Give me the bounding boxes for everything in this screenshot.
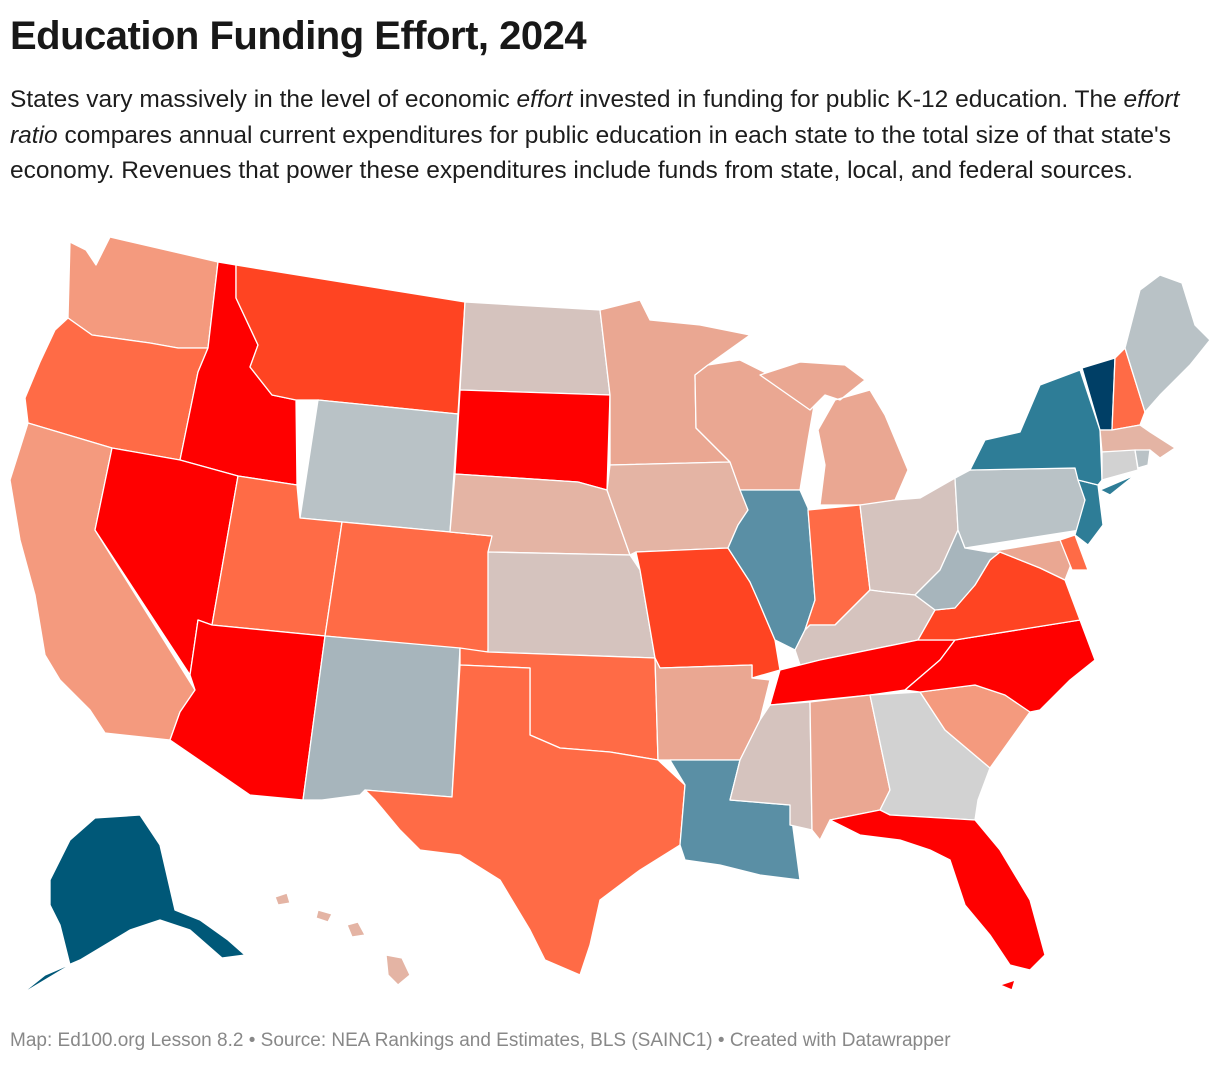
state-NC[interactable] (904, 619, 1096, 713)
state-AR[interactable] (654, 657, 771, 761)
state-ND[interactable] (459, 301, 611, 396)
chart-description: States vary massively in the level of ec… (10, 82, 1205, 189)
state-HI[interactable] (274, 892, 411, 986)
state-IL[interactable] (727, 489, 816, 651)
description-text-3: compares annual current expenditures for… (10, 121, 1171, 185)
description-text-2: invested in funding for public K-12 educ… (572, 86, 1124, 113)
state-NM[interactable] (302, 635, 461, 801)
description-emphasis-effort-ratio: effort ratio (10, 86, 1180, 149)
state-AK[interactable] (19, 814, 246, 996)
chart-title: Education Funding Effort, 2024 (10, 14, 587, 58)
state-KS[interactable] (487, 551, 656, 659)
state-CA[interactable] (9, 422, 196, 741)
map-svg (9, 236, 1211, 996)
state-IA[interactable] (606, 461, 749, 556)
state-FL[interactable] (829, 809, 1046, 971)
description-text-1: States vary massively in the level of ec… (10, 86, 517, 113)
state-NH[interactable] (1111, 347, 1146, 431)
state-MT[interactable] (235, 264, 466, 415)
state-CT[interactable] (1101, 449, 1139, 481)
state-WA[interactable] (67, 236, 219, 349)
state-ME[interactable] (1124, 274, 1211, 413)
state-DE[interactable] (1059, 534, 1089, 571)
source-footer: Map: Ed100.org Lesson 8.2 • Source: NEA … (10, 1030, 951, 1051)
state-RI[interactable] (1134, 449, 1151, 469)
state-FL-keys (999, 979, 1016, 991)
state-WY[interactable] (299, 399, 459, 533)
state-CO[interactable] (324, 521, 493, 653)
state-PA[interactable] (954, 467, 1086, 549)
us-choropleth-map (0, 230, 1220, 1000)
state-TX[interactable] (364, 664, 686, 976)
description-emphasis-effort: effort (516, 86, 573, 113)
